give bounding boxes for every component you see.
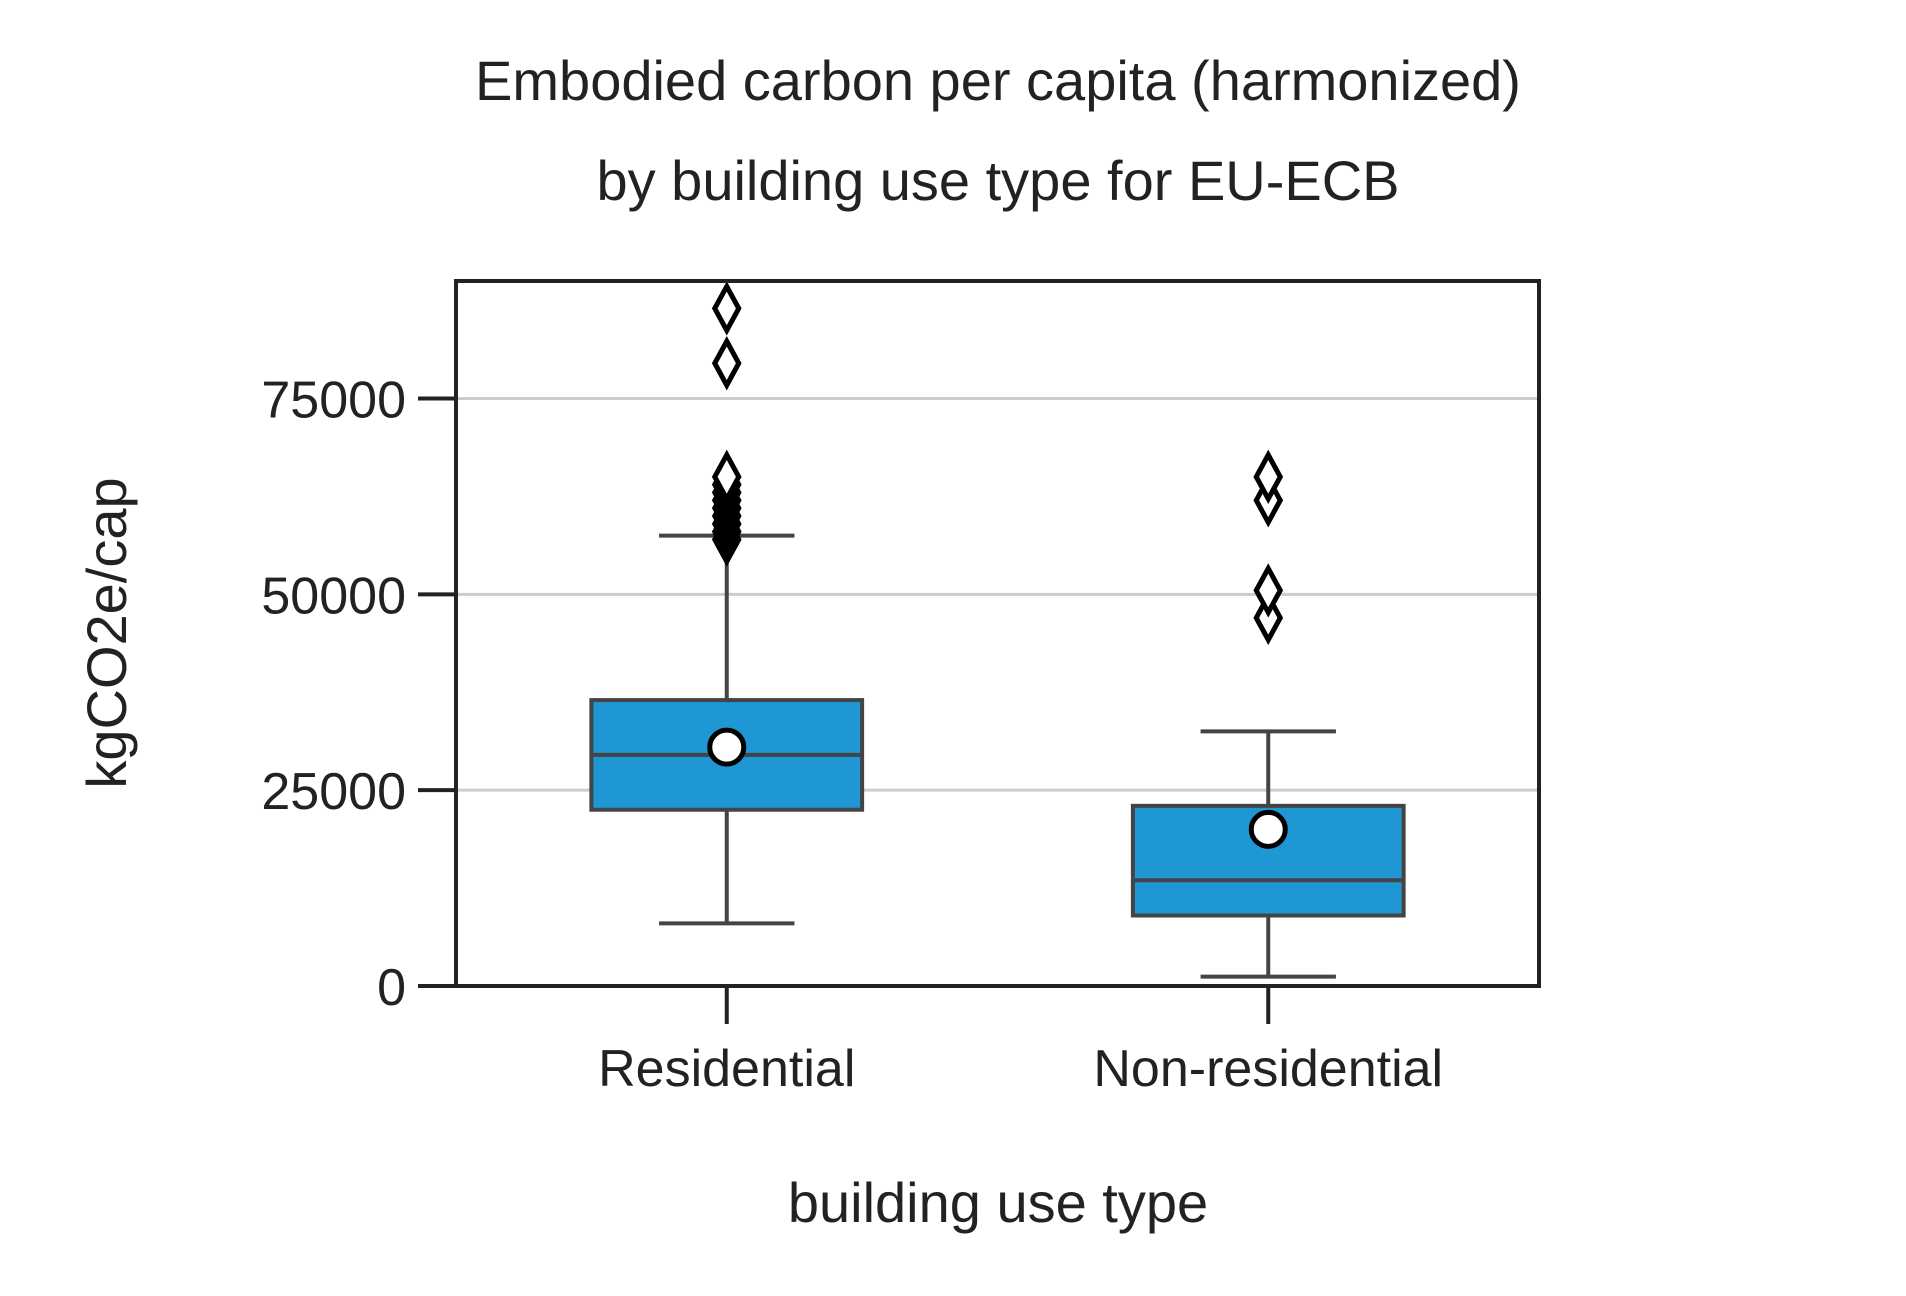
box-group-residential [589,281,865,926]
outlier-point [711,449,742,505]
y-tick-label: 25000 [261,763,406,821]
outlier-point [1253,590,1284,646]
chart-title: Embodied carbon per capita (harmonized) … [475,49,1521,212]
outlier-point [1253,449,1284,505]
box-group-non-residential [1130,449,1406,979]
mean-marker [707,727,747,767]
outlier-point [711,336,742,391]
y-tick-label: 75000 [261,372,406,430]
outlier-point [711,281,742,336]
boxes [589,281,1406,979]
y-tick-label: 50000 [261,567,406,625]
x-axis: Residential Non-residential [598,986,1443,1098]
y-axis: 0 25000 50000 75000 [261,372,456,1017]
x-tick-label: Non-residential [1093,1040,1443,1098]
chart-title-line-2: by building use type for EU-ECB [596,149,1399,212]
y-tick-label: 0 [377,959,406,1017]
x-axis-label: building use type [788,1171,1208,1234]
plot-frame [454,279,1541,988]
chart-title-line-1: Embodied carbon per capita (harmonized) [475,49,1521,112]
outlier-point [1253,563,1284,618]
x-tick-label: Residential [598,1040,855,1098]
y-axis-label: kgCO2e/cap [75,477,138,788]
mean-marker [1248,809,1288,849]
